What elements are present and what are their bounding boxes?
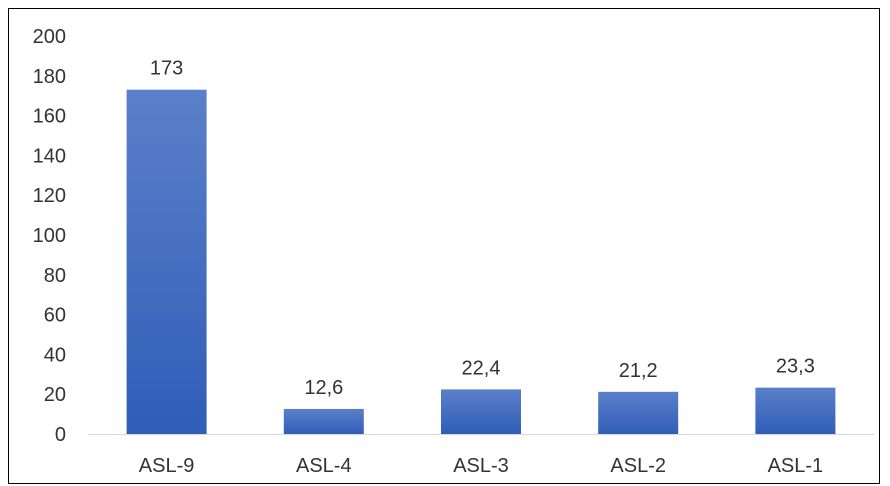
y-tick-label-200: 200 bbox=[33, 26, 66, 48]
x-axis-category-labels: ASL-9 ASL-4 ASL-3 ASL-2 ASL-1 bbox=[139, 455, 823, 477]
data-labels-group: 173 12,6 22,4 21,2 23,3 bbox=[150, 58, 815, 399]
y-tick-label-0: 0 bbox=[55, 424, 66, 446]
data-label-asl-4: 12,6 bbox=[304, 377, 343, 399]
y-tick-label-120: 120 bbox=[33, 185, 66, 207]
x-tick-label-asl-1: ASL-1 bbox=[768, 455, 824, 477]
data-label-asl-3: 22,4 bbox=[462, 357, 501, 379]
bar-asl-9 bbox=[126, 89, 207, 434]
x-tick-label-asl-4: ASL-4 bbox=[296, 455, 352, 477]
data-label-asl-1: 23,3 bbox=[776, 356, 815, 378]
data-label-asl-9: 173 bbox=[150, 58, 183, 80]
x-tick-label-asl-9: ASL-9 bbox=[139, 455, 195, 477]
y-axis-ticks: 0 20 40 60 80 100 120 140 160 180 200 bbox=[33, 26, 66, 446]
bar-asl-3 bbox=[441, 389, 521, 434]
y-tick-label-40: 40 bbox=[44, 344, 66, 366]
x-tick-label-asl-3: ASL-3 bbox=[453, 455, 509, 477]
y-tick-label-60: 60 bbox=[44, 305, 66, 327]
y-tick-label-160: 160 bbox=[33, 106, 66, 128]
y-tick-label-80: 80 bbox=[44, 265, 66, 287]
bars-group bbox=[126, 89, 836, 434]
y-tick-label-100: 100 bbox=[33, 225, 66, 247]
bar-asl-4 bbox=[283, 408, 364, 434]
bar-asl-1 bbox=[755, 387, 836, 434]
data-label-asl-2: 21,2 bbox=[619, 360, 658, 382]
x-tick-label-asl-2: ASL-2 bbox=[610, 455, 666, 477]
y-tick-label-140: 140 bbox=[33, 145, 66, 167]
bar-asl-2 bbox=[598, 391, 679, 434]
y-tick-label-20: 20 bbox=[44, 384, 66, 406]
y-tick-label-180: 180 bbox=[33, 66, 66, 88]
